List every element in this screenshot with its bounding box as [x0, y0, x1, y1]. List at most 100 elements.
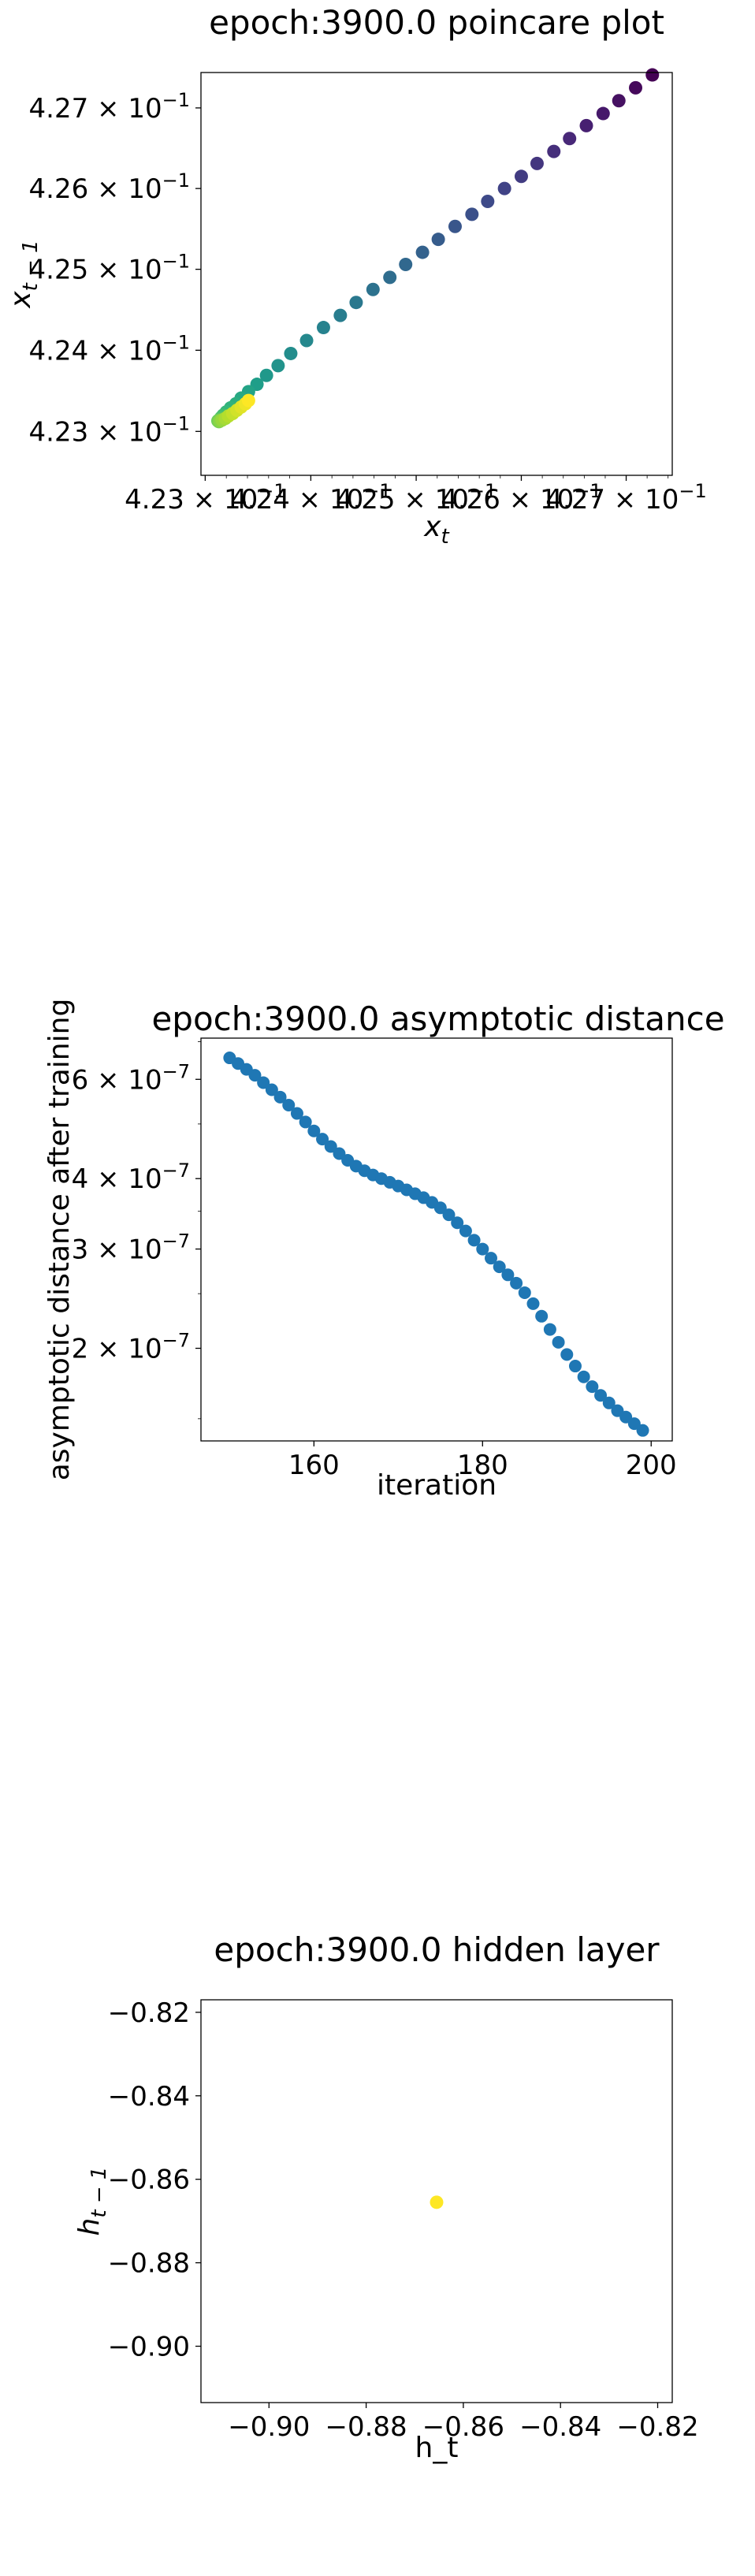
- asymptotic-distance-point: [535, 1309, 549, 1323]
- poincare-x-tick-label-exponent: −1: [469, 480, 497, 502]
- asymptotic-y-tick-label-exponent: −7: [162, 1230, 190, 1253]
- poincare-x-tick-label-base: 10: [540, 484, 574, 516]
- asymptotic-distance-plot: epoch:3900.0 asymptotic distance 160 180 20…: [43, 999, 725, 1502]
- poincare-y-tick-label-base: 10: [128, 416, 162, 448]
- poincare-y-tick-label-times: ×: [88, 93, 128, 125]
- poincare-point: [259, 368, 273, 382]
- asymptotic-distance-point: [316, 1133, 329, 1146]
- asymptotic-distance-point: [333, 1147, 346, 1160]
- asymptotic-y-tick-label-times: ×: [88, 1333, 128, 1364]
- poincare-point: [271, 359, 285, 373]
- poincare-x-axis-label: xt: [423, 511, 449, 549]
- poincare-y-tick-label: 4.27 × 10−1: [29, 89, 190, 125]
- asymptotic-y-tick-label-times: ×: [88, 1234, 128, 1266]
- poincare-y-axis-label: xt − 1: [5, 240, 43, 308]
- poincare-y-tick-label-times: ×: [88, 255, 128, 286]
- hidden-x-tick-label: −0.86: [422, 2411, 504, 2443]
- poincare-point: [366, 282, 380, 296]
- asymptotic-distance-point: [433, 1201, 447, 1215]
- poincare-y-tick-label-exponent: −1: [162, 331, 190, 353]
- asymptotic-y-tick-label-times: ×: [88, 1163, 128, 1195]
- asymptotic-y-tick-label-mantissa: 2: [72, 1333, 89, 1364]
- hidden-y-tick-label: −0.82: [108, 1997, 190, 2029]
- asymptotic-distance-point: [510, 1276, 523, 1290]
- poincare-x-tick-label-base: 10: [435, 484, 469, 516]
- asymptotic-y-tick-label-base: 10: [128, 1163, 162, 1195]
- poincare-y-tick-label-mantissa: 4.27: [29, 93, 89, 125]
- asymptotic-x-tick-label: 180: [457, 1450, 508, 1481]
- asymptotic-distance-point: [501, 1268, 515, 1282]
- poincare-y-axis-label-subscript: t − 1: [19, 240, 43, 291]
- poincare-x-tick-label-mantissa: 4.26: [441, 484, 500, 516]
- asymptotic-distance-point: [282, 1099, 296, 1112]
- asymptotic-y-tick-label-exponent: −7: [162, 1060, 190, 1082]
- asymptotic-distance-point: [552, 1335, 565, 1349]
- poincare-x-tick-label-base: 10: [329, 484, 363, 516]
- hidden-y-tick-label: −0.90: [108, 2332, 190, 2363]
- poincare-x-tick-label-times: ×: [500, 484, 540, 516]
- poincare-x-tick-label: 4.27 × 10−1: [545, 480, 706, 516]
- hidden-x-tick-label: −0.90: [228, 2411, 310, 2443]
- asymptotic-distance-point: [594, 1389, 608, 1402]
- poincare-point: [241, 393, 255, 408]
- poincare-point: [547, 144, 561, 158]
- asymptotic-y-tick-label-base: 10: [128, 1333, 162, 1364]
- asymptotic-distance-point: [467, 1234, 481, 1247]
- poincare-point: [431, 233, 445, 247]
- poincare-x-tick-label: 4.25 × 10−1: [336, 480, 497, 516]
- asymptotic-distance-point: [273, 1090, 287, 1104]
- asymptotic-distance-point: [459, 1224, 472, 1238]
- poincare-y-tick-label-base: 10: [128, 255, 162, 286]
- poincare-x-tick-label-exponent: −1: [363, 480, 391, 502]
- asymptotic-distance-point: [627, 1417, 641, 1431]
- poincare-x-tick-label-base: 10: [224, 484, 258, 516]
- hidden-layer-frame: [200, 1999, 673, 2403]
- hidden-layer-title: epoch:3900.0 hidden layer: [214, 1930, 660, 1969]
- asymptotic-distance-point: [602, 1396, 616, 1409]
- hidden-y-axis-label: ht − 1: [73, 2167, 111, 2236]
- asymptotic-distance-point: [518, 1286, 531, 1299]
- poincare-x-tick-label-times: ×: [184, 484, 224, 516]
- asymptotic-y-tick-label-base: 10: [128, 1234, 162, 1266]
- poincare-y-tick-label: 4.23 × 10−1: [29, 412, 190, 448]
- asymptotic-distance-point: [265, 1083, 278, 1096]
- poincare-x-tick-label-exponent: −1: [574, 480, 601, 502]
- poincare-point: [333, 308, 348, 322]
- hidden-y-axis-label-base: h: [73, 2218, 106, 2236]
- poincare-y-tick-label-times: ×: [88, 335, 128, 367]
- asymptotic-distance-point: [299, 1115, 312, 1129]
- asymptotic-distance-point: [485, 1252, 497, 1265]
- asymptotic-distance-point: [248, 1069, 262, 1082]
- poincare-y-tick-label-exponent: −1: [162, 412, 190, 434]
- asymptotic-distance-point: [586, 1380, 599, 1394]
- poincare-y-tick-label-base: 10: [128, 335, 162, 367]
- hidden-x-tick-label: −0.82: [616, 2411, 698, 2443]
- poincare-y-axis-label-base: x: [5, 291, 37, 309]
- asymptotic-y-tick-label-exponent: −7: [162, 1329, 190, 1351]
- asymptotic-x-tick-label: 200: [626, 1450, 677, 1481]
- asymptotic-x-tick-label: 160: [288, 1450, 340, 1481]
- poincare-y-tick-label-mantissa: 4.26: [29, 173, 89, 205]
- hidden-y-tick-label: −0.88: [108, 2248, 190, 2280]
- hidden-y-tick-label: −0.86: [108, 2165, 190, 2196]
- poincare-point: [349, 296, 363, 310]
- poincare-point: [514, 169, 528, 184]
- poincare-y-tick-label: 4.26 × 10−1: [29, 169, 190, 205]
- poincare-y-tick-label-times: ×: [88, 416, 128, 448]
- asymptotic-y-tick-label-base: 10: [128, 1064, 162, 1096]
- poincare-y-tick-label: 4.25 × 10−1: [29, 251, 190, 286]
- poincare-point: [481, 195, 495, 209]
- poincare-point: [284, 346, 298, 360]
- poincare-point: [383, 270, 397, 285]
- asymptotic-y-tick-label-mantissa: 3: [72, 1234, 89, 1266]
- hidden-layer-plot: epoch:3900.0 hidden layer −0.90 −0.88 −0.86…: [73, 1930, 699, 2464]
- poincare-y-tick-label-mantissa: 4.23: [29, 416, 89, 448]
- asymptotic-y-tick-label-exponent: −7: [162, 1160, 190, 1182]
- poincare-y-tick-label: 4.24 × 10−1: [29, 331, 190, 367]
- asymptotic-y-tick-label-mantissa: 6: [72, 1064, 89, 1096]
- poincare-point: [465, 207, 479, 221]
- poincare-x-tick-label-times: ×: [396, 484, 435, 516]
